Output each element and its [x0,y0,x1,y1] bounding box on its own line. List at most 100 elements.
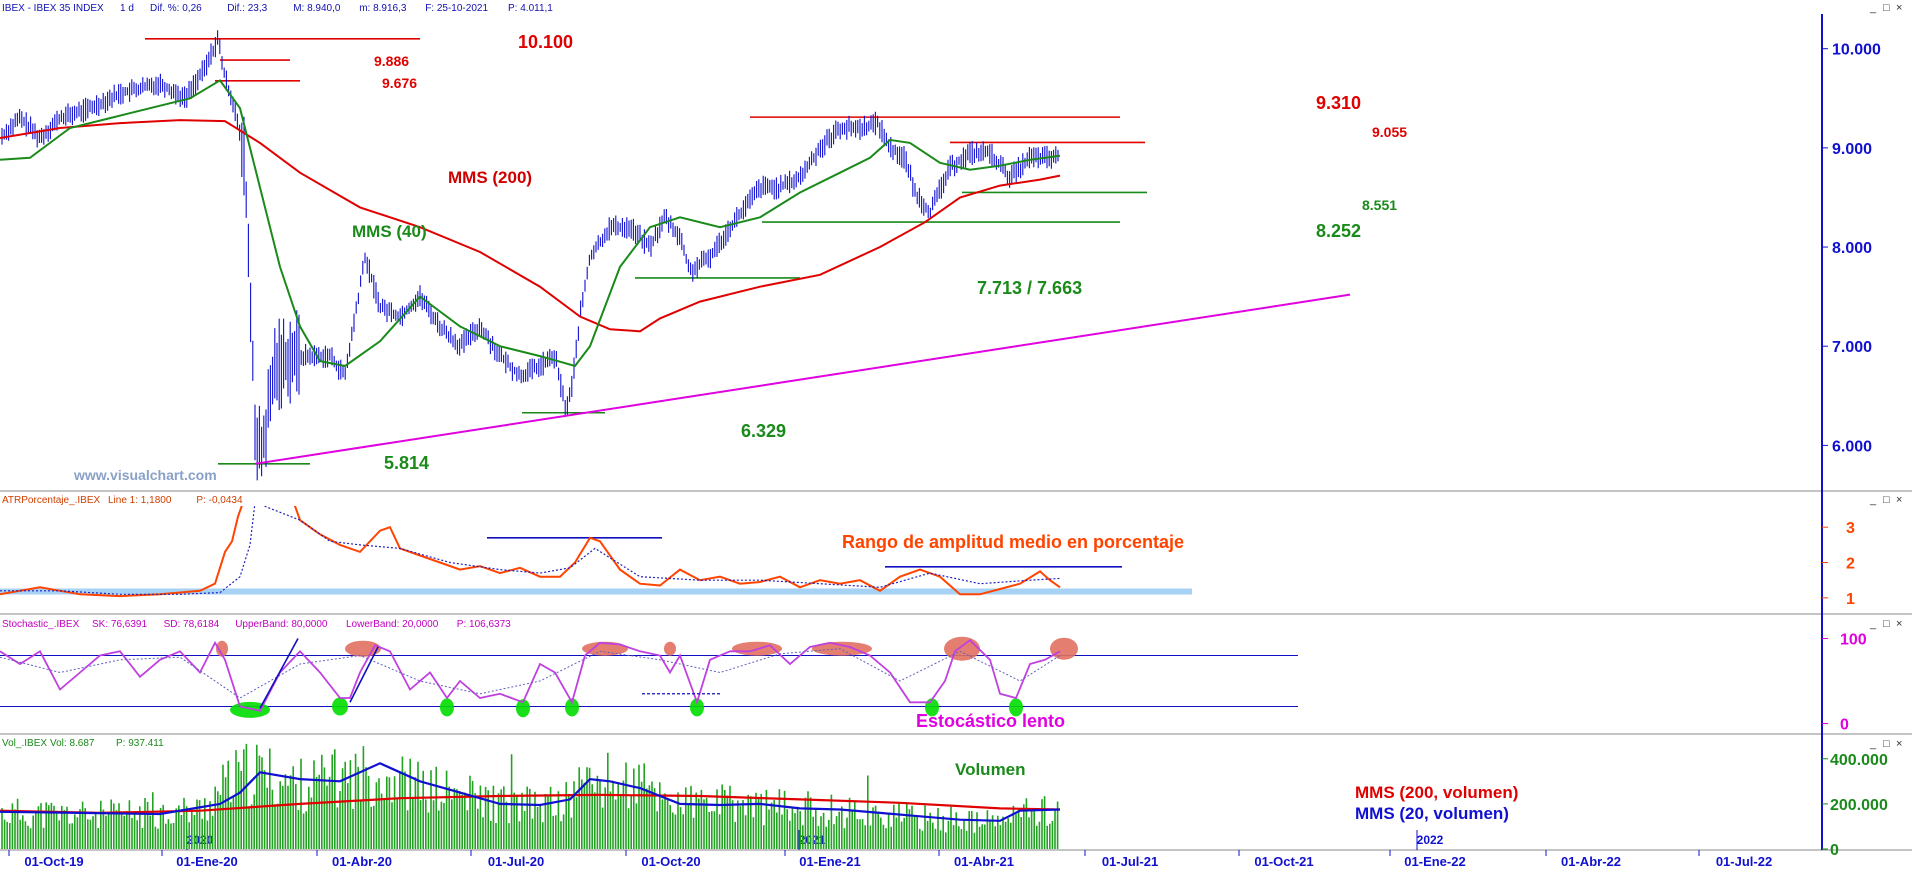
stochastic-divergence-line [259,638,299,709]
x-tick-label: 01-Abr-20 [332,854,392,867]
header-value: Line 1: 1,1800 [108,495,172,506]
stochastic-annotation: Estocástico lento [916,711,1065,731]
atr-y-tick-label: 1 [1846,591,1855,608]
stochastic-highlight-oval [582,641,628,656]
stochastic-highlight-oval [690,698,704,717]
atr-header-values: Line 1: 1,1800 P: -0,0434 [108,495,243,506]
level-label: 9.055 [1372,124,1407,140]
volume-y-tick-label: 0 [1830,842,1839,859]
atr-y-tick-label: 3 [1846,520,1855,537]
mms40-annotation: MMS (40) [352,222,427,241]
stochastic-highlight-oval [664,641,676,656]
price-y-tick-label: 10.000 [1832,42,1881,59]
stochastic-highlight-oval [332,697,348,716]
x-tick-label: 01-Oct-19 [24,854,83,867]
x-tick-label: 01-Abr-21 [954,854,1014,867]
maximize-button[interactable]: □ [1883,2,1890,14]
x-tick-label: 01-Abr-22 [1561,854,1621,867]
atr-y-tick-label: 2 [1846,556,1855,573]
stochastic-divergence-line [349,646,379,703]
mms40-line [0,79,1061,368]
x-tick-label: 01-Ene-20 [176,854,237,867]
level-label: 5.814 [384,453,429,473]
header-value: Dif. %: 0,26 [150,3,202,14]
atr-signal-line [0,506,1061,595]
header-value: M: 8.940,0 [293,3,341,14]
minimize-button[interactable]: _ [1869,738,1877,750]
x-tick-label: 01-Oct-21 [1254,854,1313,867]
atr-header-name: ATRPorcentaje_.IBEX [2,495,101,506]
x-tick-label: 01-Jul-21 [1102,854,1158,867]
stochastic-sd-line [0,648,1061,699]
close-button[interactable]: × [1896,618,1902,630]
level-label: 9.676 [382,75,417,91]
vol-mms200-annotation: MMS (200, volumen) [1355,783,1518,802]
header-value: P: 4.011,1 [508,3,553,14]
stochastic-highlight-oval [216,640,228,657]
header-value: Vol: 8.687 [50,738,95,749]
price-header-name: IBEX - IBEX 35 INDEX [2,3,104,14]
x-tick-label: 01-Jul-20 [488,854,544,867]
minimize-button[interactable]: _ [1869,494,1877,506]
x-tick-label: 01-Oct-20 [641,854,700,867]
header-value: LowerBand: 20,0000 [346,619,439,630]
x-tick-label: 01-Ene-22 [1404,854,1465,867]
level-label: 7.713 / 7.663 [977,278,1082,298]
price-y-tick-label: 8.000 [1832,240,1872,257]
close-button[interactable]: × [1896,494,1902,506]
stochastic-highlight-oval [1050,637,1078,660]
mms200-annotation: MMS (200) [448,168,532,187]
stochastic-highlight-oval [812,641,872,656]
price-bars [1,30,1059,481]
price-y-tick-label: 9.000 [1832,141,1872,158]
price-bar-path [1,30,1059,481]
header-value: m: 8.916,3 [359,3,407,14]
support-trendline [254,293,1351,465]
maximize-button[interactable]: □ [1883,494,1890,506]
maximize-button[interactable]: □ [1883,738,1890,750]
header-value: SK: 76,6391 [92,619,147,630]
volume-mms20-line [0,762,1061,822]
close-button[interactable]: × [1896,2,1902,14]
volume-annotation: Volumen [955,760,1026,779]
header-value: SD: 78,6184 [164,619,220,630]
level-label: 8.551 [1362,197,1397,213]
atr-line [0,506,1061,598]
stochastic-highlight-oval [440,698,454,717]
header-value: F: 25-10-2021 [425,3,488,14]
stochastic-highlight-oval [565,698,579,717]
level-label: 9.310 [1316,93,1361,113]
price-y-tick-label: 6.000 [1832,438,1872,455]
stochastic-sk-line [0,639,1061,712]
stochastic-header-values: SK: 76,6391 SD: 78,6184 UpperBand: 80,0000… [92,619,511,630]
header-value: P: -0,0434 [196,495,243,506]
minimize-button[interactable]: _ [1869,618,1877,630]
level-label: 9.886 [374,53,409,69]
watermark: www.visualchart.com [73,467,217,483]
mms200-line [0,119,1061,333]
vol-mms20-annotation: MMS (20, volumen) [1355,804,1509,823]
level-label: 10.100 [518,32,573,52]
stochastic-y-tick-label: 100 [1840,632,1867,649]
price-y-tick-label: 7.000 [1832,339,1872,356]
price-header-interval: 1 d [120,3,134,14]
stochastic-highlight-oval [516,699,530,718]
header-value: UpperBand: 80,0000 [235,619,328,630]
volume-bars [1,743,1059,849]
volume-y-tick-label: 400.000 [1830,752,1888,769]
x-tick-label: 01-Ene-21 [799,854,860,867]
volume-header-name: Vol_.IBEX [2,738,47,749]
volume-header-values: Vol: 8.687 P: 937.411 [50,738,164,749]
maximize-button[interactable]: □ [1883,618,1890,630]
header-value: P: 937.411 [116,738,164,749]
header-value: P: 106,6373 [457,619,511,630]
level-label: 6.329 [741,421,786,441]
close-button[interactable]: × [1896,738,1902,750]
minimize-button[interactable]: _ [1869,2,1877,14]
stochastic-highlight-oval [345,640,381,657]
header-value: Dif.: 23,3 [227,3,267,14]
